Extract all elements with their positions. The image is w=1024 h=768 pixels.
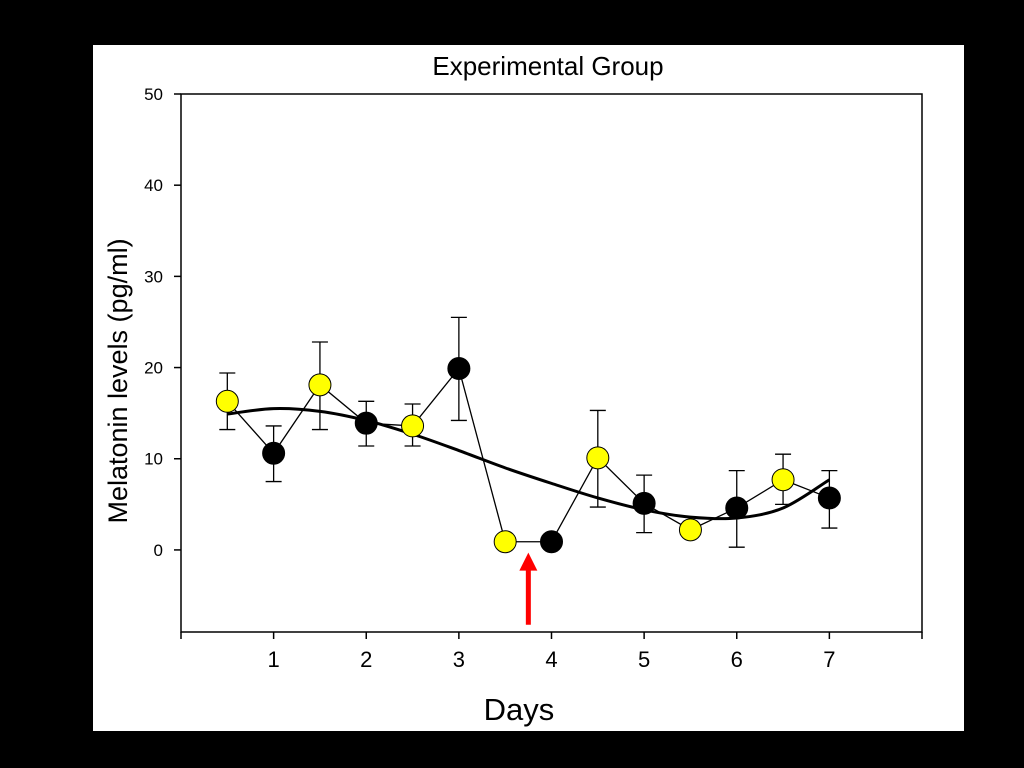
data-point-dark [632, 491, 656, 515]
data-point-light [215, 389, 239, 413]
data-point-light [401, 414, 425, 438]
chart-title: Experimental Group [432, 51, 663, 81]
x-tick-label: 4 [545, 647, 557, 672]
y-tick-label: 30 [144, 267, 163, 286]
y-tick-label: 10 [144, 450, 163, 469]
data-point-dark [262, 441, 286, 465]
annotation-arrow-head [519, 552, 538, 571]
data-point-dark [817, 486, 841, 510]
data-point-light [771, 468, 795, 492]
data-point-dark [354, 411, 378, 435]
melatonin-chart: Experimental Group Melatonin levels (pg/… [103, 51, 923, 727]
x-tick-label: 1 [268, 647, 280, 672]
x-tick-label: 2 [360, 647, 372, 672]
chart-panel: Experimental Group Melatonin levels (pg/… [93, 45, 964, 731]
x-axis-label: Days [484, 692, 555, 727]
y-tick-label: 50 [144, 85, 163, 104]
data-point-dark [725, 496, 749, 520]
x-tick-label: 5 [638, 647, 650, 672]
data-point-light [678, 518, 702, 542]
y-axis-label: Melatonin levels (pg/ml) [103, 238, 133, 523]
x-tick-label: 6 [731, 647, 743, 672]
data-point-light [586, 446, 610, 470]
data-point-dark [447, 356, 471, 380]
plot-area: 0 10 20 30 40 50 1 2 3 4 5 6 7 [144, 85, 923, 672]
y-tick-label: 20 [144, 359, 163, 378]
x-tick-label: 7 [823, 647, 835, 672]
data-point-dark [540, 530, 563, 554]
data-point-light [493, 530, 517, 554]
y-tick-label: 40 [144, 176, 163, 195]
y-tick-label: 0 [154, 541, 163, 560]
data-point-light [308, 373, 332, 397]
x-tick-label: 3 [453, 647, 465, 672]
